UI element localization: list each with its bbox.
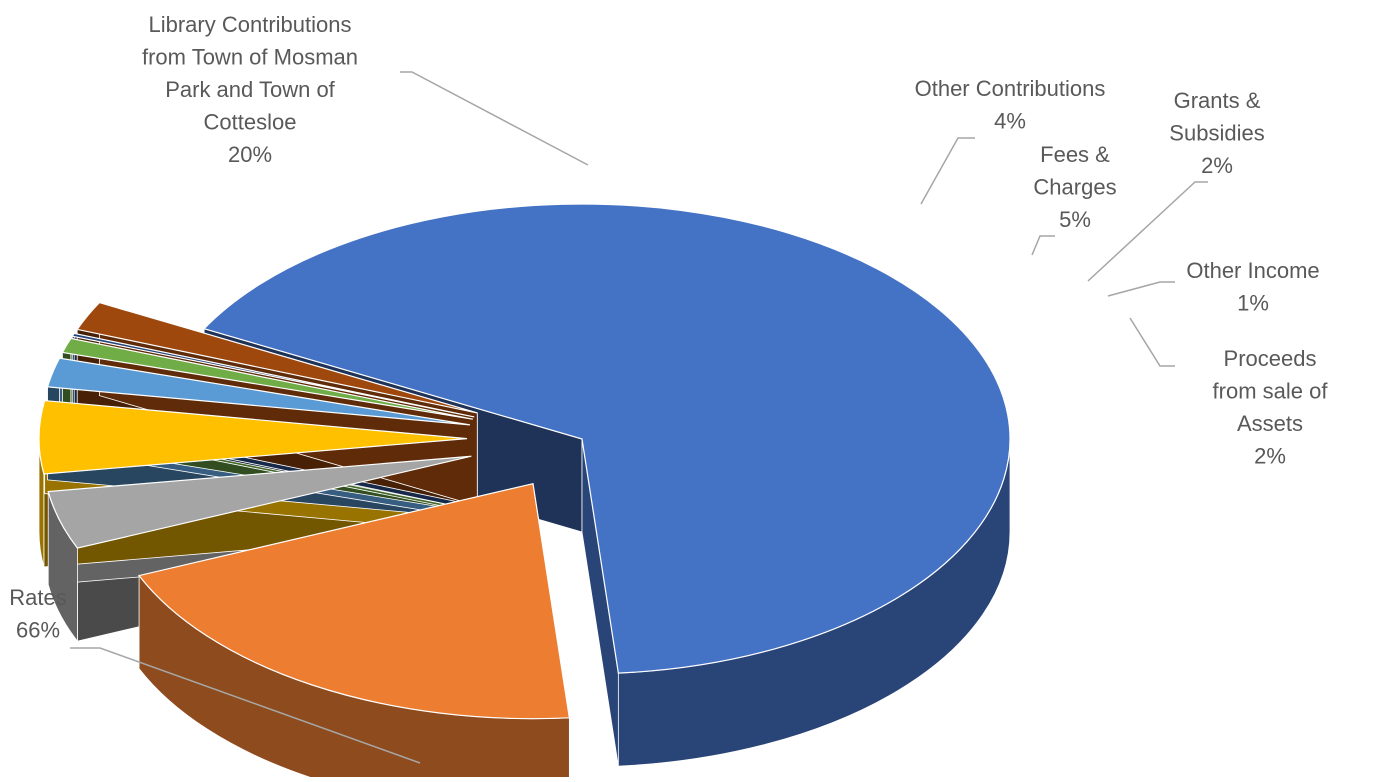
- pie-slice-3: [38, 399, 468, 475]
- data-label-line: Fees &: [1040, 142, 1110, 167]
- data-label-line: Proceeds: [1224, 346, 1317, 371]
- data-label: Other Contributions 4%: [915, 76, 1106, 134]
- leader-line: [1087, 181, 1208, 282]
- data-label-line: Library Contributions: [149, 12, 352, 37]
- data-label-percent: 2%: [1254, 444, 1286, 469]
- pie-slice-1: [138, 482, 571, 720]
- pie-slice-0: [202, 203, 1011, 674]
- leader-line: [70, 647, 421, 764]
- data-label: Library Contributions from Town of Mosman…: [142, 12, 358, 167]
- pie-slice-4: [46, 357, 471, 426]
- leader-line: [1031, 235, 1055, 256]
- data-label-percent: 4%: [994, 109, 1026, 134]
- data-label-line: Cottesloe: [204, 110, 297, 135]
- leader-line: [1107, 281, 1175, 297]
- data-label-line: Rates: [9, 585, 66, 610]
- pie-slice-2: [47, 455, 472, 549]
- pie-slice-5: [61, 337, 473, 420]
- data-label: Proceeds from sale of Assets 2%: [1213, 346, 1329, 469]
- leader-line: [400, 71, 589, 166]
- data-label-line: Grants &: [1174, 88, 1261, 113]
- data-labels-layer: Rates 66% Library Contributions from Town o…: [9, 12, 1328, 643]
- pie-slice-6: [71, 332, 475, 418]
- data-label-line: Other Income: [1186, 258, 1319, 283]
- pie-slice-7: [76, 301, 478, 414]
- data-label-line: from sale of: [1213, 379, 1329, 404]
- data-label-percent: 66%: [16, 618, 60, 643]
- data-label: Grants & Subsidies 2%: [1169, 88, 1264, 178]
- data-label-percent: 5%: [1059, 207, 1091, 232]
- leader-line: [1129, 317, 1175, 367]
- data-label-percent: 1%: [1237, 291, 1269, 316]
- data-label-line: Subsidies: [1169, 121, 1264, 146]
- data-label-line: Other Contributions: [915, 76, 1106, 101]
- leader-lines-layer: [70, 71, 1208, 764]
- data-label: Fees & Charges 5%: [1033, 142, 1116, 232]
- data-label-percent: 20%: [228, 142, 272, 167]
- leader-line: [920, 137, 975, 205]
- data-label: Other Income 1%: [1186, 258, 1319, 316]
- data-label-line: Charges: [1033, 175, 1116, 200]
- data-label-line: Park and Town of: [165, 77, 335, 102]
- data-label-line: from Town of Mosman: [142, 45, 358, 70]
- data-label: Rates 66%: [9, 585, 66, 643]
- slice-tops-layer: [38, 203, 1011, 720]
- data-label-percent: 2%: [1201, 153, 1233, 178]
- data-label-line: Assets: [1237, 411, 1303, 436]
